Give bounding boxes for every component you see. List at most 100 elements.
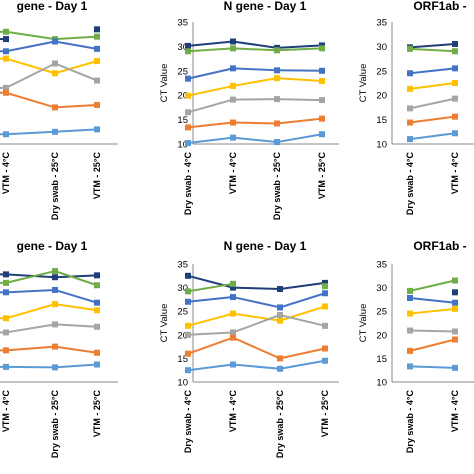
y-tick-label: 30: [177, 42, 188, 53]
data-point: [185, 109, 191, 116]
data-point: [3, 131, 9, 138]
series-2: [185, 45, 325, 55]
data-point: [230, 38, 236, 45]
data-point: [52, 321, 58, 328]
chart-panel-2: N gene - Day 1 10 15 20 25 30 35 CT Value Dry sw…: [159, 0, 339, 220]
series-line-segment: [54, 40, 98, 50]
x-category-label: Dry swab - 4°C: [183, 390, 193, 454]
series-7: [185, 357, 328, 374]
series-line-segment: [54, 303, 98, 312]
series-line-segment: [54, 274, 98, 279]
data-point: [319, 115, 325, 122]
series-5: [185, 311, 328, 338]
series-line-segment: [54, 103, 98, 109]
data-point: [277, 286, 283, 293]
series-4: [407, 305, 458, 317]
x-category-label: VTM - 25°C: [320, 390, 330, 438]
x-category-label: VTM - 25°C: [92, 152, 102, 200]
y-tick-label: 30: [376, 42, 387, 53]
data-point: [274, 139, 280, 146]
series-4: [185, 75, 325, 99]
series-line-segment: [409, 82, 456, 90]
data-point: [185, 42, 191, 49]
data-point: [3, 48, 9, 55]
data-point: [452, 130, 458, 137]
data-point: [452, 40, 458, 47]
data-point: [3, 363, 9, 370]
chart-title: N gene - Day 1: [224, 239, 307, 253]
data-point: [230, 329, 236, 336]
series-line-segment: [409, 132, 456, 141]
series-3: [407, 294, 458, 306]
chart-panel-4: gene - Day 1 VTM - 4°C Dry swab - 25°C VTM …: [0, 239, 118, 458]
series-2: [185, 280, 328, 295]
data-point: [274, 47, 280, 54]
series-line-segment: [54, 289, 98, 304]
series-1: [0, 26, 100, 43]
series-line-segment: [276, 77, 323, 83]
series-5: [407, 327, 458, 335]
data-point: [452, 364, 458, 371]
series-line-segment: [232, 314, 281, 334]
series-5: [0, 60, 100, 91]
data-point: [185, 288, 191, 295]
series-line-segment: [276, 117, 323, 125]
x-category-label: VTM - 4°C: [228, 152, 238, 195]
series-line-segment: [187, 282, 234, 293]
data-point: [319, 131, 325, 138]
series-line-segment: [409, 279, 456, 292]
y-tick-label: 15: [177, 354, 188, 365]
data-point: [230, 361, 236, 368]
series-line-segment: [5, 62, 56, 89]
series-line-segment: [5, 273, 56, 279]
chart-panel-5: N gene - Day 1 10 15 20 25 30 35 CT Value Dry sw…: [159, 239, 339, 458]
series-line-segment: [409, 296, 456, 304]
series-line-segment: [187, 40, 234, 47]
y-tick-label: 20: [177, 91, 188, 102]
data-point: [230, 294, 236, 301]
series-6: [185, 115, 325, 131]
y-tick-label: 35: [177, 18, 188, 29]
series-line-segment: [187, 98, 234, 114]
data-point: [230, 82, 236, 89]
data-point: [94, 45, 100, 52]
data-point: [319, 78, 325, 85]
series-line-segment: [276, 47, 323, 52]
y-tick-label: 15: [177, 115, 188, 126]
series-line-segment: [279, 347, 326, 360]
data-point: [94, 282, 100, 289]
data-point: [407, 45, 413, 52]
x-category-label: VTM - 4°C: [228, 390, 238, 433]
series-1: [452, 289, 458, 296]
series-line-segment: [232, 67, 278, 72]
y-tick-label: 20: [177, 330, 188, 341]
series-6: [0, 89, 100, 111]
data-point: [94, 26, 100, 33]
data-point: [322, 279, 328, 286]
x-category-label: VTM - 4°C: [1, 390, 11, 433]
data-point: [452, 80, 458, 86]
data-point: [452, 299, 458, 306]
data-point: [52, 104, 58, 111]
y-tick-label: 35: [376, 18, 387, 29]
data-point: [52, 268, 58, 275]
data-point: [274, 67, 280, 74]
data-point: [230, 310, 236, 317]
series-line-segment: [187, 312, 234, 327]
series-7: [0, 126, 100, 138]
series-5: [185, 96, 325, 116]
series-line-segment: [232, 40, 278, 49]
series-line-segment: [5, 323, 56, 334]
data-point: [277, 311, 283, 318]
data-point: [452, 48, 458, 55]
data-point: [452, 289, 458, 296]
series-6: [407, 336, 458, 354]
series-line-segment: [409, 115, 456, 124]
series-line-segment: [279, 314, 326, 327]
y-tick-label: 35: [376, 260, 387, 271]
data-point: [230, 119, 236, 126]
x-category-label: Dry swab - 4°C: [405, 390, 415, 454]
chart-title: N gene - Day 1: [224, 0, 307, 13]
data-point: [185, 124, 191, 131]
data-point: [94, 323, 100, 330]
